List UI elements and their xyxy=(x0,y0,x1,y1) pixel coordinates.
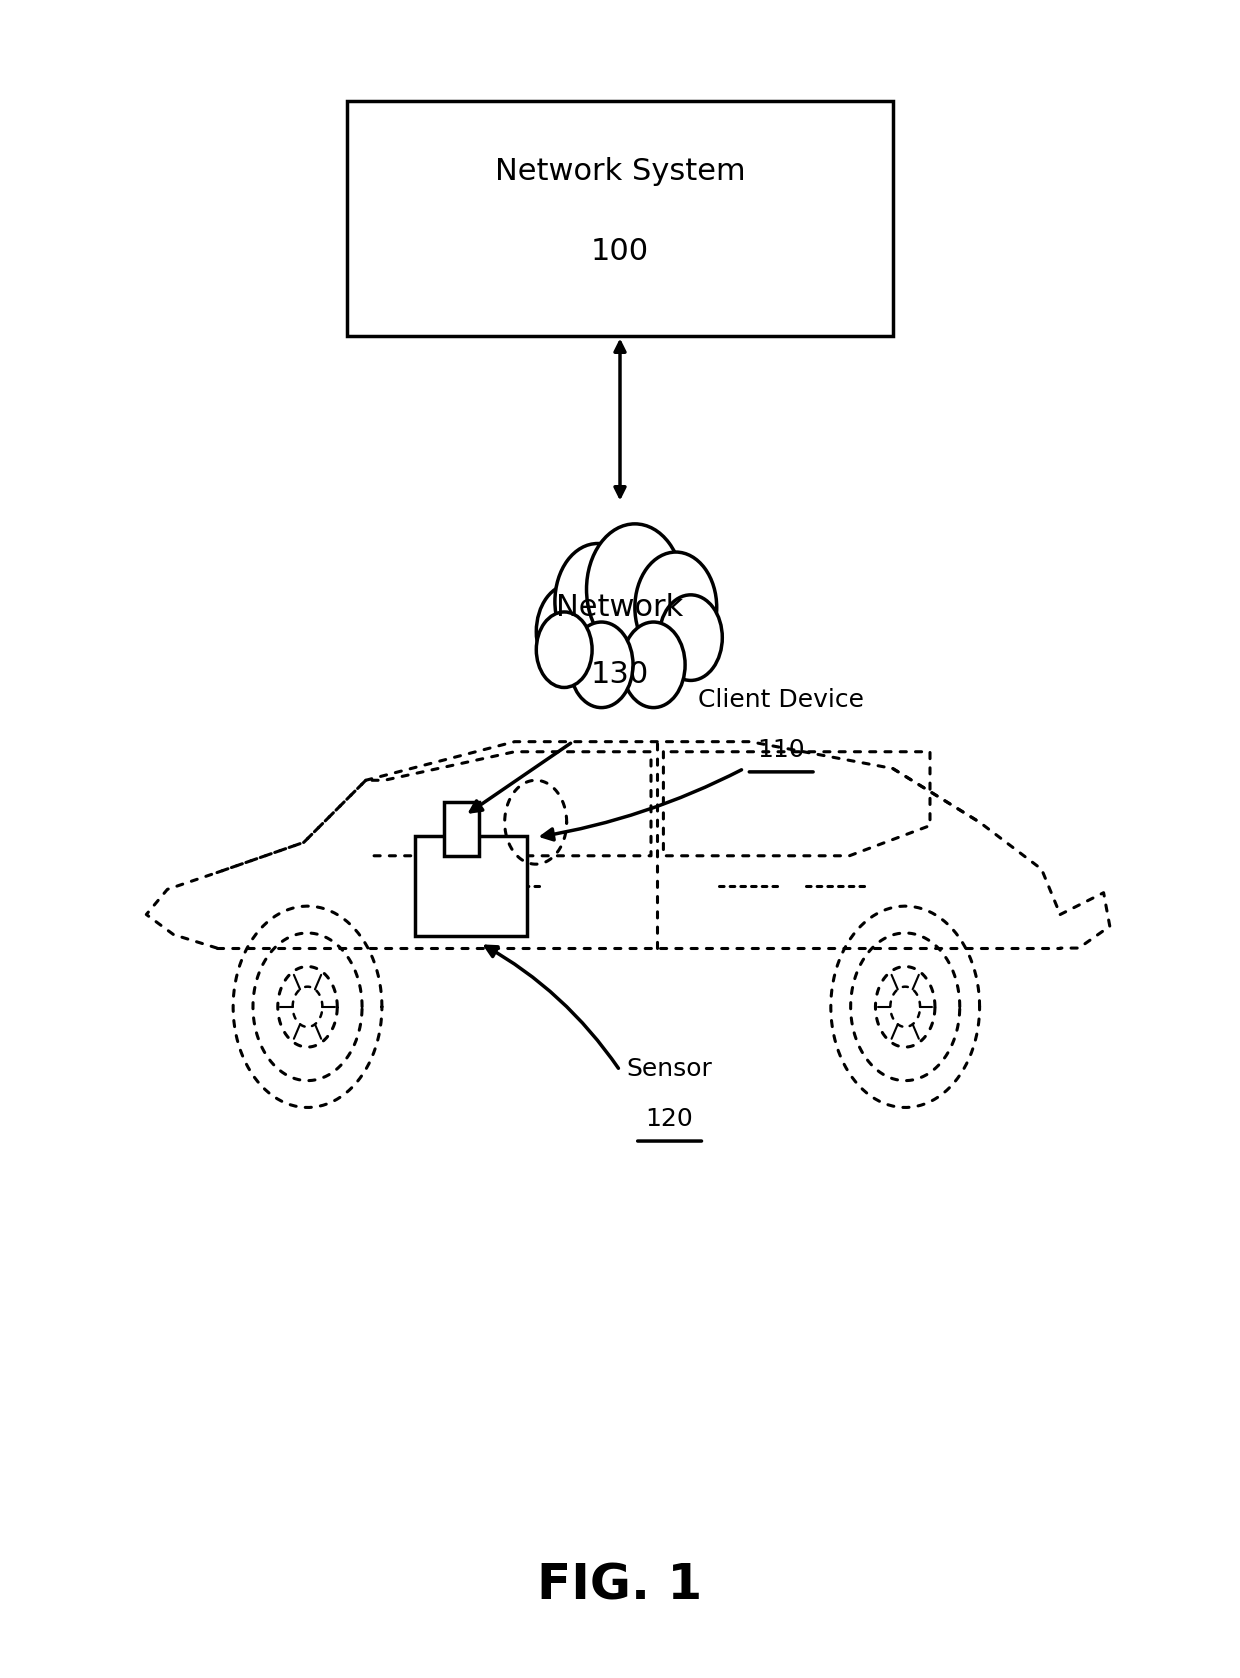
Text: Client Device: Client Device xyxy=(698,688,864,711)
Circle shape xyxy=(622,623,684,708)
Bar xyxy=(347,101,893,336)
Circle shape xyxy=(660,596,722,681)
Circle shape xyxy=(537,612,593,688)
Circle shape xyxy=(587,524,683,654)
Text: FIG. 1: FIG. 1 xyxy=(537,1562,703,1609)
Bar xyxy=(415,836,527,936)
Text: Sensor: Sensor xyxy=(626,1057,713,1081)
Text: 110: 110 xyxy=(758,738,805,762)
Text: 120: 120 xyxy=(646,1107,693,1131)
Bar xyxy=(444,802,479,856)
Text: Network System: Network System xyxy=(495,156,745,186)
Circle shape xyxy=(635,552,717,663)
Text: 100: 100 xyxy=(591,237,649,267)
Text: Network: Network xyxy=(557,592,683,623)
Text: 130: 130 xyxy=(591,659,649,690)
Circle shape xyxy=(536,584,608,680)
Circle shape xyxy=(569,623,632,708)
Circle shape xyxy=(556,544,640,659)
